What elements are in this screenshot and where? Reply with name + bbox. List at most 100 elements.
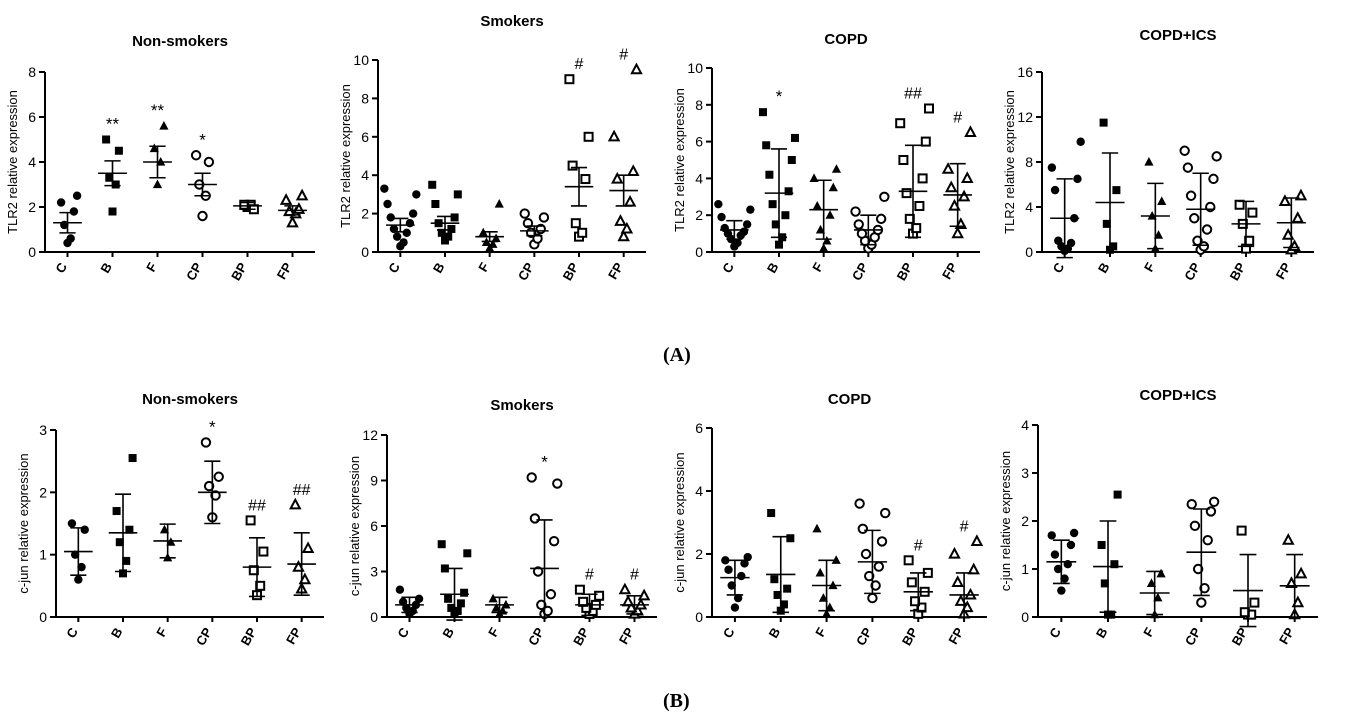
data-point	[727, 581, 736, 590]
x-tick-label: B	[764, 260, 782, 276]
data-point	[1047, 531, 1056, 540]
x-tick-label: F	[1141, 260, 1158, 274]
y-tick-label: 2	[39, 484, 47, 500]
data-point	[876, 536, 888, 547]
data-point	[944, 180, 958, 193]
significance-mark: *	[199, 130, 206, 149]
x-tick-label: C	[63, 624, 81, 640]
chart-a1: Non-smokers TLR2 relative expression 0 2 4 6 8…	[5, 33, 315, 283]
x-tick-label: CP	[1182, 625, 1204, 648]
data-point	[724, 565, 733, 574]
data-point	[920, 136, 931, 147]
data-point	[1185, 190, 1197, 201]
data-point	[850, 206, 861, 217]
data-point	[437, 540, 446, 549]
data-point	[1291, 595, 1305, 608]
data-point	[245, 515, 256, 526]
data-point	[720, 223, 729, 233]
data-point	[721, 556, 730, 565]
data-point	[773, 590, 782, 599]
data-point	[545, 589, 557, 600]
significance-mark: #	[914, 537, 923, 554]
data-point	[1153, 592, 1163, 602]
chart-title: Non-smokers	[132, 33, 228, 50]
y-tick-label: 0	[695, 609, 703, 625]
data-point	[115, 538, 124, 547]
data-point	[717, 212, 726, 222]
data-point	[742, 220, 752, 229]
data-point	[779, 600, 788, 609]
data-point	[1281, 533, 1295, 545]
data-point	[1060, 574, 1069, 583]
data-point	[1198, 241, 1210, 252]
x-tick-label: FP	[1276, 625, 1297, 647]
data-point	[1102, 219, 1111, 228]
data-point	[203, 156, 215, 168]
data-point	[961, 600, 974, 613]
significance-mark: *	[541, 452, 548, 471]
x-tick-label: FP	[274, 260, 295, 282]
data-point	[102, 135, 111, 144]
panel-label-b: (B)	[663, 690, 690, 712]
chart-a4: COPD+ICS TLR2 relative expression 0 4 8 12 16 C…	[1002, 27, 1314, 283]
data-point	[542, 605, 553, 617]
y-tick-label: 6	[370, 518, 378, 534]
chart-a3: COPD TLR2 relative expression 0 2 4 6 8 10 C B * F C…	[672, 31, 980, 283]
significance-mark: #	[953, 109, 962, 126]
x-tick-label: BP	[1227, 260, 1249, 283]
data-point	[1110, 560, 1119, 569]
data-point	[822, 235, 832, 245]
y-tick-label: 2	[695, 546, 703, 562]
data-point	[578, 596, 589, 607]
data-point	[623, 194, 637, 207]
data-point	[1054, 236, 1063, 245]
data-point	[1076, 137, 1085, 146]
data-point	[791, 133, 799, 142]
data-point	[759, 108, 767, 117]
y-tick-label: 6	[695, 420, 703, 436]
y-tick-label: 6	[28, 109, 36, 125]
data-point	[526, 472, 537, 483]
data-point	[762, 141, 771, 150]
data-point	[428, 180, 437, 189]
data-point	[405, 219, 415, 228]
data-point	[1053, 564, 1063, 574]
y-axis-label: c-jun relative expression	[16, 453, 31, 593]
data-point	[1050, 550, 1060, 559]
data-point	[1192, 563, 1204, 575]
data-point	[1291, 211, 1305, 223]
y-tick-label: 1	[1021, 561, 1029, 577]
data-point	[295, 188, 309, 201]
significance-mark: *	[776, 87, 783, 106]
significance-mark: #	[619, 47, 628, 64]
data-point	[954, 594, 968, 606]
x-tick-label: CP	[515, 260, 537, 283]
data-point	[159, 524, 170, 534]
x-tick-label: B	[108, 625, 126, 641]
data-point	[111, 180, 120, 189]
data-point	[903, 555, 914, 566]
y-tick-label: 8	[695, 97, 703, 113]
data-point	[114, 146, 123, 155]
significance-mark: #	[960, 518, 969, 535]
data-point	[784, 187, 793, 196]
data-point	[1073, 174, 1082, 184]
data-point	[767, 509, 776, 518]
y-tick-label: 4	[28, 154, 36, 170]
x-tick-label: C	[394, 624, 412, 640]
data-point	[970, 534, 984, 546]
data-point	[825, 210, 835, 219]
y-tick-label: 2	[695, 207, 703, 223]
y-tick-label: 16	[1017, 64, 1033, 80]
data-point	[771, 220, 780, 229]
data-point	[213, 471, 224, 482]
data-point	[828, 182, 838, 192]
data-point	[567, 160, 578, 171]
data-point	[870, 580, 881, 591]
panel-label-a: (A)	[663, 344, 691, 366]
data-point	[1109, 242, 1118, 251]
data-point	[1157, 196, 1167, 205]
data-point	[292, 560, 305, 572]
x-tick-label: CP	[183, 260, 205, 283]
data-point	[399, 238, 408, 247]
